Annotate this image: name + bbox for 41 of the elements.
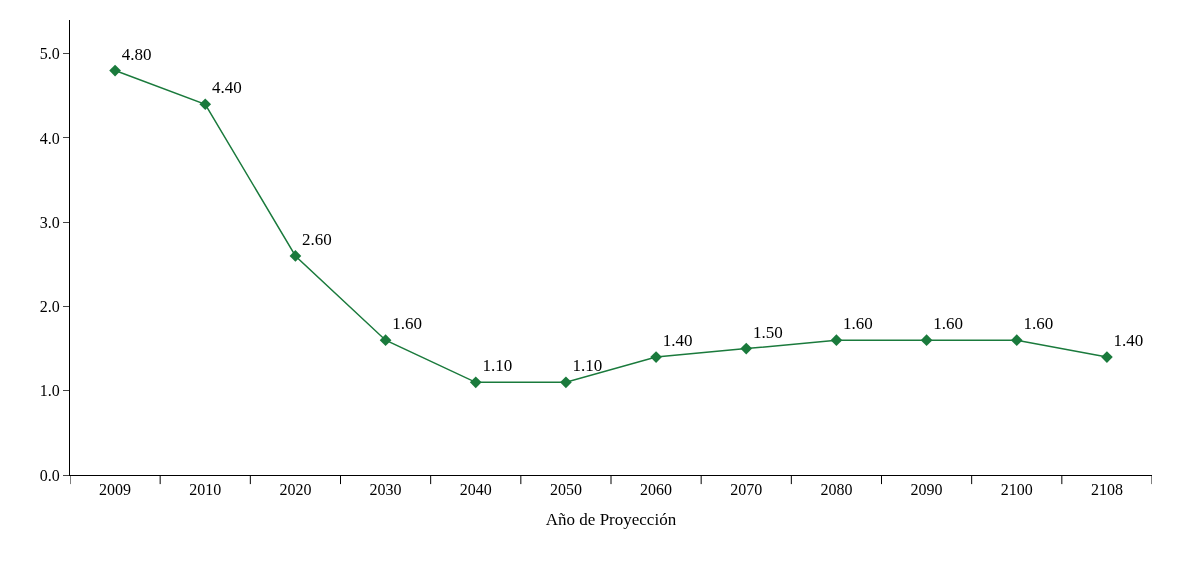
x-tick-label: 2108 <box>1090 481 1123 499</box>
data-label: 1.40 <box>1113 331 1144 351</box>
x-tick-label: 2010 <box>189 481 222 499</box>
data-label: 1.60 <box>933 314 963 334</box>
data-label: 1.40 <box>662 331 693 351</box>
x-tick-label: 2050 <box>549 481 582 499</box>
data-label: 1.60 <box>1023 314 1054 334</box>
y-tick-label: 5.0 <box>39 45 60 63</box>
x-tick-label: 2080 <box>820 481 853 499</box>
x-axis-title: Año de Proyección <box>545 509 677 529</box>
point <box>109 64 121 77</box>
point <box>379 334 392 347</box>
x-tick-label: 2100 <box>1000 481 1033 499</box>
data-label: 1.60 <box>392 314 422 334</box>
data-label: 1.10 <box>572 356 603 376</box>
point <box>560 376 572 389</box>
x-tick-label: 2020 <box>279 481 312 499</box>
point <box>740 342 753 355</box>
x-tick-label: 2090 <box>910 481 943 499</box>
y-tick-label: 2.0 <box>39 298 60 316</box>
data-label: 1.60 <box>843 314 873 334</box>
point <box>920 334 933 347</box>
point <box>830 334 843 347</box>
point <box>199 98 212 111</box>
x-tick-label: 2040 <box>459 481 492 499</box>
x-tick-label: 2009 <box>99 481 132 499</box>
point <box>469 376 482 389</box>
y-tick-label: 3.0 <box>39 213 60 231</box>
point <box>289 250 302 262</box>
y-tick-label: 4.0 <box>39 129 60 147</box>
x-tick-label: 2060 <box>640 481 673 499</box>
y-tick-label: 1.0 <box>39 382 60 400</box>
data-label: 4.40 <box>211 78 242 98</box>
data-label: 2.60 <box>302 230 332 250</box>
data-label: 1.10 <box>482 356 513 376</box>
data-label: 4.80 <box>121 44 152 64</box>
x-tick-label: 2070 <box>730 481 763 499</box>
x-tick-label: 2030 <box>369 481 402 499</box>
data-label: 1.50 <box>752 322 783 342</box>
point <box>1010 334 1023 347</box>
y-tick-label: 0.0 <box>39 466 60 484</box>
